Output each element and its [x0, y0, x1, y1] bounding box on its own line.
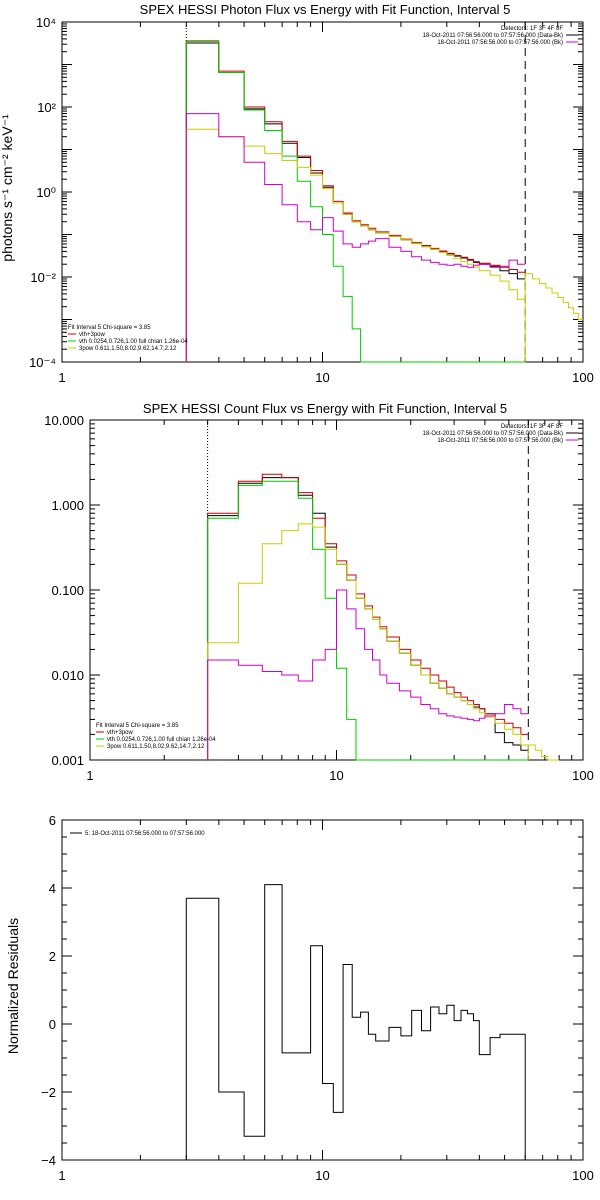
y-tick-label: 0 [49, 1017, 56, 1032]
y-tick-label: 6 [49, 813, 56, 828]
plot-frame [61, 21, 584, 363]
y-tick-label: 0.010 [51, 668, 84, 683]
x-tick-label: 10 [315, 370, 329, 385]
y-tick-label: 0.100 [51, 583, 84, 598]
x-tick-label: 100 [572, 1168, 594, 1183]
legend-header-text: 18-Oct-2011 07:56:56.000 to 07:57:56.000… [423, 431, 563, 437]
series-line-000000 [186, 884, 526, 1137]
y-tick-label: 10⁴ [36, 15, 56, 30]
residuals-chart: Normalized Residuals 1 10 100 −4 −2 0 2 4 6 5: 18… [5, 813, 594, 1183]
y-tick-label: 10⁰ [36, 185, 56, 200]
y-tick-label: 10.000 [44, 413, 84, 428]
series-line-000000 [185, 42, 526, 362]
x-tick-label: 1 [58, 1168, 65, 1183]
series-line-000000 [207, 477, 529, 760]
x-tick-label: 1 [58, 370, 65, 385]
x-tick-label: 10 [315, 1168, 329, 1183]
y-tick-label: −4 [41, 1153, 56, 1168]
y-tick-label: 4 [49, 881, 56, 896]
y-tick-label: 10⁻² [30, 270, 56, 285]
fit-info-text: Fit Interval 5 Chi-square = 3.85 [96, 723, 179, 729]
fit-info-text: vth 0.0254,0.726,1.00 full chian 1.26e-0… [79, 339, 188, 345]
legend-text: 5: 18-Oct-2011 07:56:56.000 to 07:57:56.… [85, 831, 205, 837]
fit-info-text: vth+3pow [79, 332, 106, 338]
y-axis-label: Normalized Residuals [5, 918, 21, 1054]
y-tick-label: 10² [37, 100, 56, 115]
chart-title: SPEX HESSI Photon Flux vs Energy with Fi… [140, 2, 511, 17]
fit-info-text: vth+3pow [107, 730, 134, 736]
fit-info-text: 3pow 0.611,1.50,8.02,9.62,14.7,2.12 [107, 744, 205, 750]
chart-title: SPEX HESSI Count Flux vs Energy with Fit… [143, 401, 507, 416]
legend-header-text: 18-Oct-2011 07:56:56.000 to 07:57:56.000… [423, 33, 563, 39]
count-flux-chart: SPEX HESSI Count Flux vs Energy with Fit… [44, 401, 594, 783]
series-line-cc00cc [185, 113, 526, 362]
series-line-00cc00 [185, 40, 526, 363]
fit-info-text: Fit Interval 5 Chi-square = 3.85 [68, 325, 151, 331]
legend-header-text: 18-Oct-2011 07:56:56.000 to 07:57:56.000… [437, 40, 563, 46]
series-line-cc0000 [185, 40, 526, 362]
series-tail-line [524, 273, 583, 362]
fit-info-text: vth 0.0254,0.726,1.00 full chian 1.26e-0… [107, 737, 216, 743]
series-line-cc00cc [207, 589, 529, 760]
y-tick-label: 10⁻⁴ [29, 355, 56, 370]
series-line-00cc00 [207, 480, 529, 761]
x-tick-label: 10 [329, 768, 343, 783]
x-tick-label: 100 [572, 370, 594, 385]
x-tick-label: 100 [572, 768, 594, 783]
photon-flux-chart: SPEX HESSI Photon Flux vs Energy with Fi… [0, 2, 594, 385]
series-line-cccc00 [185, 128, 526, 362]
legend-header-text: Detectors: 1F 3F 4F 8F [501, 26, 563, 32]
series-line-cc0000 [207, 473, 529, 760]
series-tail-line [527, 744, 560, 761]
y-tick-label: 2 [49, 949, 56, 964]
series-line-cccc00 [207, 523, 529, 760]
fit-info-text: 3pow 0.611,1.50,8.02,9.62,14.7,2.12 [79, 346, 177, 352]
legend-header-text: Detectors: 1F 3F 4F 8F [501, 424, 563, 430]
y-tick-label: 1.000 [51, 498, 84, 513]
y-tick-label: 0.001 [51, 753, 84, 768]
legend-header-text: 18-Oct-2011 07:56:56.000 to 07:57:56.000… [437, 438, 563, 444]
y-tick-label: −2 [41, 1085, 56, 1100]
y-axis-label: photons s⁻¹ cm⁻² keV⁻¹ [0, 114, 15, 262]
x-tick-label: 1 [86, 768, 93, 783]
